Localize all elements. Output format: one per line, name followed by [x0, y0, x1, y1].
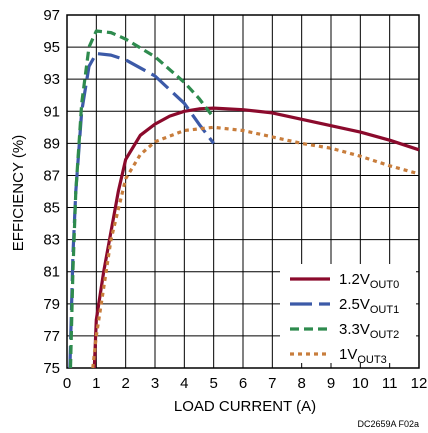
x-tick-label: 4	[180, 375, 188, 392]
y-tick-label: 95	[43, 39, 60, 56]
y-tick-label: 77	[43, 328, 60, 345]
y-tick-label: 93	[43, 71, 60, 88]
y-tick-label: 81	[43, 264, 60, 281]
grid	[66, 14, 420, 369]
x-tick-label: 10	[352, 375, 369, 392]
x-tick-label: 8	[297, 375, 305, 392]
series-line-out1	[68, 51, 215, 369]
legend-label: 1.2VOUT0	[339, 271, 399, 291]
y-tick-label: 75	[43, 360, 60, 377]
x-tick-label: 2	[121, 375, 129, 392]
x-tick-label: 11	[382, 375, 398, 392]
figure-code: DC2659A F02a	[357, 419, 419, 429]
x-axis-label: LOAD CURRENT (A)	[174, 398, 316, 415]
y-tick-label: 89	[43, 135, 60, 152]
legend-label: 2.5VOUT1	[339, 296, 399, 316]
x-tick-label: 6	[239, 375, 247, 392]
y-tick-label: 91	[43, 103, 60, 120]
y-tick-label: 83	[43, 232, 60, 249]
y-tick-label: 79	[43, 296, 60, 313]
y-tick-label: 85	[43, 200, 60, 217]
x-tick-label: 0	[63, 375, 71, 392]
legend-label: 1VOUT3	[339, 346, 387, 366]
y-axis-label: EFFICIENCY (%)	[10, 135, 27, 251]
x-tick-label: 12	[411, 375, 428, 392]
x-tick-label: 5	[209, 375, 217, 392]
x-tick-label: 3	[151, 375, 159, 392]
series-line-out2	[68, 29, 215, 369]
series-line-out3	[91, 125, 420, 369]
x-tick-label: 1	[92, 375, 100, 392]
legend: 1.2VOUT0 2.5VOUT1 3.3VOUT2 1VOUT3	[280, 264, 416, 366]
series-lines	[68, 29, 420, 369]
y-tick-label: 87	[43, 167, 60, 184]
y-tick-label: 97	[43, 7, 60, 24]
x-tick-label: 7	[268, 375, 276, 392]
legend-label: 3.3VOUT2	[339, 321, 399, 341]
plot-frame	[66, 14, 420, 369]
x-tick-label: 9	[327, 375, 335, 392]
series-line-out0	[92, 106, 420, 369]
